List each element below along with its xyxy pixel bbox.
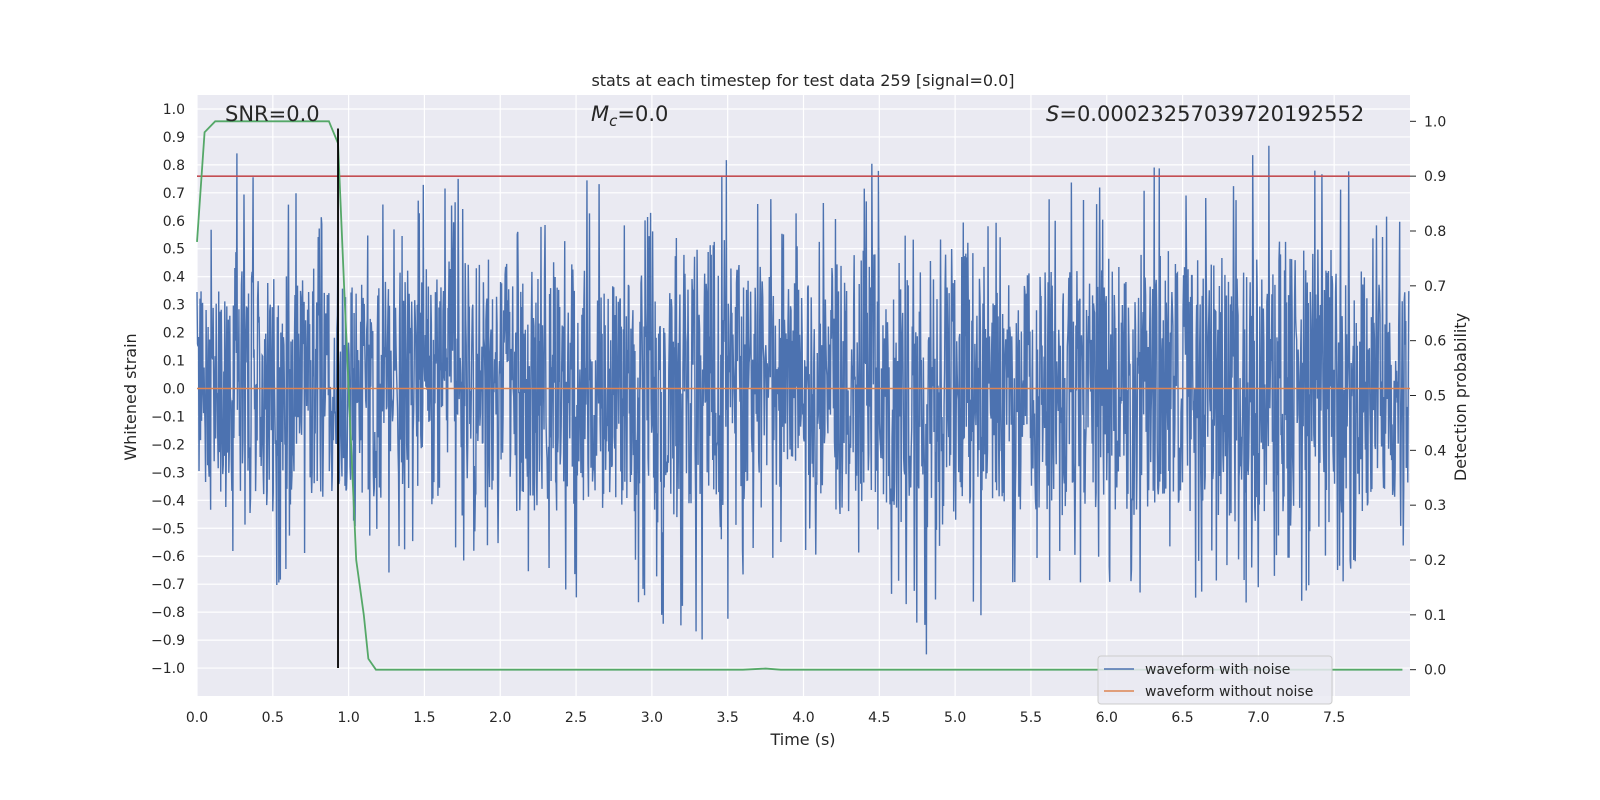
x-tick-12: 6.0 bbox=[1096, 710, 1118, 726]
x-tick-1: 0.5 bbox=[262, 710, 284, 726]
x-tick-2: 1.0 bbox=[337, 710, 359, 726]
y-right-tick-4: 0.6 bbox=[1424, 334, 1446, 350]
y-right-tick-8: 0.2 bbox=[1424, 553, 1446, 569]
legend-label-clean: waveform without noise bbox=[1145, 684, 1313, 700]
y-left-tick-12: −0.2 bbox=[151, 437, 185, 453]
series-waveform-with-noise bbox=[196, 145, 1410, 655]
y-right-tick-3: 0.7 bbox=[1424, 279, 1446, 295]
y-right-tick-6: 0.4 bbox=[1424, 443, 1446, 459]
y-left-tick-11: −0.1 bbox=[151, 409, 185, 425]
right-axis-ticks: 1.0 0.9 0.8 0.7 0.6 0.5 0.4 0.3 0.2 0.1 0.0 bbox=[1410, 114, 1446, 679]
x-tick-6: 3.0 bbox=[641, 710, 663, 726]
y-left-tick-13: −0.3 bbox=[151, 465, 185, 481]
x-tick-3: 1.5 bbox=[413, 710, 435, 726]
legend-box bbox=[1097, 655, 1333, 705]
x-tick-11: 5.5 bbox=[1020, 710, 1042, 726]
annotation-s: S=0.00023257039720192552 bbox=[1046, 102, 1364, 126]
annotation-snr: SNR=0.0 bbox=[225, 102, 320, 126]
y-left-tick-19: −0.9 bbox=[151, 633, 185, 649]
annotation-mc: Mc=0.0 bbox=[591, 102, 668, 130]
y-left-tick-16: −0.6 bbox=[151, 549, 185, 565]
y-left-tick-1: 0.9 bbox=[163, 130, 185, 146]
x-tick-0: 0.0 bbox=[186, 710, 208, 726]
y-right-tick-10: 0.0 bbox=[1424, 663, 1446, 679]
waveform-with-noise-line bbox=[196, 145, 1410, 655]
legend: waveform with noise waveform without noi… bbox=[1097, 655, 1333, 705]
y-left-tick-17: −0.7 bbox=[151, 577, 185, 593]
y-axis-label-left: Whitened strain bbox=[121, 333, 140, 460]
x-tick-4: 2.0 bbox=[489, 710, 511, 726]
x-tick-7: 3.5 bbox=[717, 710, 739, 726]
y-axis-label-right: Detection probability bbox=[1451, 313, 1470, 481]
y-right-tick-7: 0.3 bbox=[1424, 498, 1446, 514]
y-left-tick-15: −0.5 bbox=[151, 521, 185, 537]
y-left-tick-2: 0.8 bbox=[163, 158, 185, 174]
y-left-tick-7: 0.3 bbox=[163, 298, 185, 314]
x-tick-13: 6.5 bbox=[1171, 710, 1193, 726]
x-tick-5: 2.5 bbox=[565, 710, 587, 726]
series-lines bbox=[196, 120, 1410, 671]
y-left-tick-6: 0.4 bbox=[163, 270, 185, 286]
y-left-tick-8: 0.2 bbox=[163, 326, 185, 342]
y-right-tick-9: 0.1 bbox=[1424, 608, 1446, 624]
y-left-tick-9: 0.1 bbox=[163, 354, 185, 370]
y-left-tick-10: 0.0 bbox=[163, 382, 185, 398]
x-axis-ticks: 0.0 0.5 1.0 1.5 2.0 2.5 3.0 3.5 4.0 4.5 5.0 5.5 6.0 6… bbox=[186, 710, 1345, 726]
x-tick-14: 7.0 bbox=[1247, 710, 1269, 726]
y-right-tick-5: 0.5 bbox=[1424, 389, 1446, 405]
y-left-tick-18: −0.8 bbox=[151, 605, 185, 621]
y-right-tick-1: 0.9 bbox=[1424, 169, 1446, 185]
y-left-tick-4: 0.6 bbox=[163, 214, 185, 230]
x-tick-9: 4.5 bbox=[868, 710, 890, 726]
legend-label-noise: waveform with noise bbox=[1145, 662, 1290, 678]
y-right-tick-0: 1.0 bbox=[1424, 114, 1446, 130]
y-left-tick-3: 0.7 bbox=[163, 186, 185, 202]
y-left-tick-14: −0.4 bbox=[151, 493, 185, 509]
y-left-tick-20: −1.0 bbox=[151, 661, 185, 677]
y-left-tick-5: 0.5 bbox=[163, 242, 185, 258]
chart-title: stats at each timestep for test data 259… bbox=[591, 71, 1014, 90]
y-right-tick-2: 0.8 bbox=[1424, 224, 1446, 240]
detection-probability-line bbox=[196, 120, 1403, 671]
x-tick-8: 4.0 bbox=[792, 710, 814, 726]
x-axis-label: Time (s) bbox=[769, 730, 835, 749]
y-left-tick-0: 1.0 bbox=[163, 102, 185, 118]
x-tick-15: 7.5 bbox=[1323, 710, 1345, 726]
left-axis-ticks: 1.0 0.9 0.8 0.7 0.6 0.5 0.4 0.3 0.2 0.1 0.0 −0.1 −0.… bbox=[151, 102, 185, 677]
x-tick-10: 5.0 bbox=[944, 710, 966, 726]
